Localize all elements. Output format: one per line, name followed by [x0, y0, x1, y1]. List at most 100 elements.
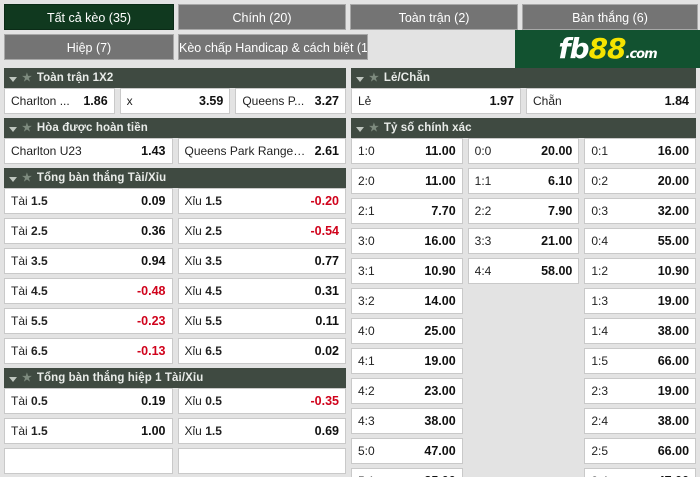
- odds-row: [4, 448, 346, 474]
- odds-cell-under[interactable]: Xỉu 2.5 -0.54: [177, 218, 346, 244]
- odds-cell-under[interactable]: Xỉu 4.5 0.31: [177, 278, 346, 304]
- tab-main[interactable]: Chính (20): [178, 4, 346, 30]
- caret-down-icon[interactable]: [9, 76, 17, 82]
- score-cell[interactable]: 5:0 47.00: [351, 438, 463, 464]
- odds-cell-draw[interactable]: x 3.59: [119, 88, 231, 114]
- odds-cell-under[interactable]: Xỉu 5.5 0.11: [177, 308, 346, 334]
- star-icon[interactable]: ★: [22, 171, 32, 184]
- odds-cell-even[interactable]: Chẵn 1.84: [526, 88, 696, 114]
- score-cell[interactable]: 3:3 21.00: [467, 228, 580, 254]
- score-cell[interactable]: 2:3 19.00: [584, 378, 697, 404]
- score-cell[interactable]: 0:1 16.00: [584, 138, 697, 164]
- star-icon[interactable]: ★: [22, 121, 32, 134]
- score-cell[interactable]: 2:2 7.90: [467, 198, 580, 224]
- section-header-correct-score[interactable]: ★ Tỷ số chính xác: [351, 118, 696, 138]
- score-cell[interactable]: 3:447.00: [584, 468, 697, 477]
- score-cell[interactable]: 0:2 20.00: [584, 168, 697, 194]
- odds-cell-over[interactable]: Tài 6.5 -0.13: [4, 338, 173, 364]
- section-header-odd-even[interactable]: ★ Lẻ/Chẵn: [351, 68, 696, 88]
- odds-cell-away[interactable]: Queens P... 3.27: [235, 88, 347, 114]
- score-label: 2:5: [591, 444, 609, 458]
- score-cell[interactable]: 0:4 55.00: [584, 228, 697, 254]
- odds-cell-away[interactable]: Queens Park Rangers ... 2.61: [177, 138, 346, 164]
- star-icon[interactable]: ★: [369, 121, 379, 134]
- odds-cell-over[interactable]: [4, 448, 173, 474]
- section-header-half1-total-goals-ou[interactable]: ★ Tổng bàn thắng hiệp 1 Tài/Xỉu: [4, 368, 346, 388]
- odds-cell-under[interactable]: [177, 448, 346, 474]
- caret-down-icon[interactable]: [356, 76, 364, 82]
- tab-goals[interactable]: Bàn thắng (6): [522, 4, 698, 30]
- score-cell[interactable]: 3:2 14.00: [351, 288, 463, 314]
- odds-cell-over[interactable]: Tài 4.5 -0.48: [4, 278, 173, 304]
- score-cell[interactable]: 1:2 10.90: [584, 258, 697, 284]
- tab-full-match[interactable]: Toàn trận (2): [350, 4, 518, 30]
- score-cell[interactable]: 1:0 11.00: [351, 138, 463, 164]
- score-cell[interactable]: 4:4 58.00: [467, 258, 580, 284]
- score-cell[interactable]: 0:0 20.00: [467, 138, 580, 164]
- score-cell[interactable]: 4:0 25.00: [351, 318, 463, 344]
- odds-cell-over[interactable]: Tài 1.5 1.00: [4, 418, 173, 444]
- score-cell[interactable]: 4:2 23.00: [351, 378, 463, 404]
- odds-value: 1.00: [141, 424, 166, 438]
- market-section-1x2: ★ Toàn trận 1X2 Charlton ... 1.86 x 3.59: [4, 68, 347, 114]
- score-cell[interactable]: 3:1 10.90: [351, 258, 463, 284]
- odds-cell-home[interactable]: Charlton ... 1.86: [4, 88, 115, 114]
- odds-cell-over[interactable]: Tài 0.5 0.19: [4, 388, 173, 414]
- correct-score-grid: 1:0 11.00 2:0 11.00 2:1 7.70 3:0 16.00 3:1 10.90 3…: [351, 138, 697, 477]
- section-header-total-goals-ou[interactable]: ★ Tổng bàn thắng Tài/Xỉu: [4, 168, 346, 188]
- section-rows: Charlton U23 1.43 Queens Park Rangers ..…: [4, 138, 346, 164]
- score-cell[interactable]: 1:1 6.10: [467, 168, 580, 194]
- score-label: 2:3: [591, 384, 609, 398]
- odds-label: Xỉu 3.5: [184, 254, 222, 268]
- score-cell[interactable]: 2:5 66.00: [584, 438, 697, 464]
- score-cell[interactable]: 1:4 38.00: [584, 318, 697, 344]
- score-cell[interactable]: 5:135.00: [351, 468, 463, 477]
- caret-down-icon[interactable]: [9, 176, 17, 182]
- odds-cell-odd[interactable]: Lẻ 1.97: [351, 88, 521, 114]
- odds-cell-over[interactable]: Tài 2.5 0.36: [4, 218, 173, 244]
- odds-cell-over[interactable]: Tài 3.5 0.94: [4, 248, 173, 274]
- odds-cell-home[interactable]: Charlton U23 1.43: [4, 138, 173, 164]
- odds-cell-under[interactable]: Xỉu 3.5 0.77: [177, 248, 346, 274]
- caret-down-icon[interactable]: [9, 376, 17, 382]
- score-cell[interactable]: 4:1 19.00: [351, 348, 463, 374]
- odds-cell-under[interactable]: Xỉu 1.5 0.69: [177, 418, 346, 444]
- fb88-logo: fb88.com: [515, 30, 700, 68]
- tab-all-odds[interactable]: Tất cả kèo (35): [4, 4, 174, 30]
- star-icon[interactable]: ★: [22, 371, 32, 384]
- odds-value: 1.43: [141, 144, 166, 158]
- score-cell[interactable]: 1:5 66.00: [584, 348, 697, 374]
- odds-cell-over[interactable]: Tài 5.5 -0.23: [4, 308, 173, 334]
- score-label: 2:0: [358, 174, 375, 188]
- score-cell[interactable]: 2:4 38.00: [584, 408, 697, 434]
- score-cell[interactable]: 1:3 19.00: [584, 288, 697, 314]
- odds-label: Queens Park Rangers ...: [184, 144, 309, 158]
- caret-down-icon[interactable]: [356, 126, 364, 132]
- odds-cell-under[interactable]: Xỉu 1.5 -0.20: [177, 188, 346, 214]
- score-label: 0:1: [591, 144, 609, 158]
- score-odds-value: 19.00: [657, 384, 690, 398]
- star-icon[interactable]: ★: [369, 71, 379, 84]
- section-rows: Lẻ 1.97 Chẵn 1.84: [351, 88, 696, 114]
- score-cell[interactable]: 2:1 7.70: [351, 198, 463, 224]
- score-cell[interactable]: 2:0 11.00: [351, 168, 463, 194]
- section-header-1x2[interactable]: ★ Toàn trận 1X2: [4, 68, 346, 88]
- tab-handicap[interactable]: Kèo chấp Handicap & cách biệt (1): [178, 34, 368, 60]
- score-cell[interactable]: 3:0 16.00: [351, 228, 463, 254]
- score-label: 0:3: [591, 204, 609, 218]
- odds-cell-over[interactable]: Tài 1.5 0.09: [4, 188, 173, 214]
- market-tab-row-2: Hiệp (7) Kèo chấp Handicap & cách biệt (…: [4, 34, 696, 60]
- caret-down-icon[interactable]: [9, 126, 17, 132]
- score-cell[interactable]: 4:3 38.00: [351, 408, 463, 434]
- odds-cell-under[interactable]: Xỉu 6.5 0.02: [177, 338, 346, 364]
- odds-label: Tài 1.5: [11, 194, 48, 208]
- odds-cell-under[interactable]: Xỉu 0.5 -0.35: [177, 388, 346, 414]
- star-icon[interactable]: ★: [22, 71, 32, 84]
- score-label: 1:5: [591, 354, 609, 368]
- tab-halves[interactable]: Hiệp (7): [4, 34, 174, 60]
- score-cell[interactable]: 0:3 32.00: [584, 198, 697, 224]
- section-header-draw-no-bet[interactable]: ★ Hòa được hoàn tiền: [4, 118, 346, 138]
- score-odds-value: 23.00: [424, 384, 456, 398]
- odds-value: 1.97: [489, 94, 514, 108]
